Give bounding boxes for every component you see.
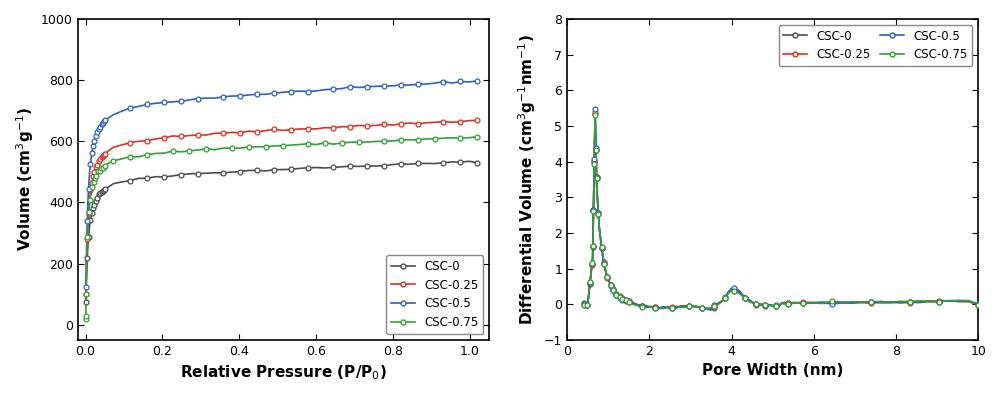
Legend: CSC-0, CSC-0.25, CSC-0.5, CSC-0.75: CSC-0, CSC-0.25, CSC-0.5, CSC-0.75 (386, 255, 483, 334)
Y-axis label: Volume (cm$^3$g$^{-1}$): Volume (cm$^3$g$^{-1}$) (14, 107, 36, 251)
X-axis label: Pore Width (nm): Pore Width (nm) (702, 364, 843, 379)
X-axis label: Relative Pressure (P/P$_0$): Relative Pressure (P/P$_0$) (180, 364, 387, 382)
Y-axis label: Differential Volume (cm$^3$g$^{-1}$nm$^{-1}$): Differential Volume (cm$^3$g$^{-1}$nm$^{… (517, 34, 538, 325)
Legend: CSC-0, CSC-0.25, CSC-0.5, CSC-0.75: CSC-0, CSC-0.25, CSC-0.5, CSC-0.75 (779, 25, 972, 66)
